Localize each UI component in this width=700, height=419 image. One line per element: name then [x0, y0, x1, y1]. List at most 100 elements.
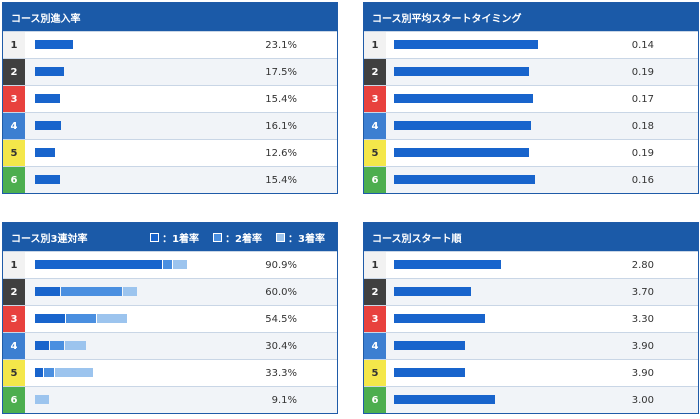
bar-segment-third	[173, 260, 187, 269]
value-label: 0.17	[631, 93, 654, 105]
table-row: 5 0.19	[364, 139, 698, 166]
bar	[394, 314, 485, 323]
bar-segment-second	[66, 314, 96, 323]
lane-number-badge: 1	[364, 32, 386, 58]
lane-number-badge: 5	[3, 360, 25, 386]
rows: 1 2.80 2 3.70 3 3.30 4 3.90 5 3.90 6 3.00	[364, 251, 698, 413]
panel-title: コース別スタート順	[372, 233, 462, 245]
panel-title: コース別進入率	[11, 13, 81, 25]
rows: 1 90.9% 2 60.0% 3 54.5% 4 30.4% 5 33.3% 6 9.1%	[3, 251, 337, 413]
table-row: 4 3.90	[364, 332, 698, 359]
panel-header: コース別スタート順	[364, 223, 698, 251]
bar-track	[35, 387, 229, 413]
table-row: 3 3.30	[364, 305, 698, 332]
bar-track	[394, 86, 594, 112]
lane-number-badge: 6	[3, 167, 25, 193]
table-row: 6 15.4%	[3, 166, 337, 193]
lane-number-badge: 2	[3, 59, 25, 85]
table-row: 4 30.4%	[3, 332, 337, 359]
bar-track	[394, 306, 594, 332]
panel-title: コース別3連対率	[11, 233, 88, 245]
value-label: 3.30	[631, 313, 654, 325]
start-timing-panel: コース別平均スタートタイミング 1 0.14 2 0.19 3 0.17 4 0.18 5 0.1…	[363, 2, 699, 194]
lane-number-badge: 3	[3, 306, 25, 332]
bar-track	[35, 86, 229, 112]
lane-number-badge: 4	[3, 333, 25, 359]
value-label: 9.1%	[271, 394, 297, 406]
bar	[35, 148, 55, 157]
bar-track	[35, 59, 229, 85]
bar	[394, 287, 471, 296]
value-label: 0.18	[631, 120, 654, 132]
bar-track	[394, 59, 594, 85]
bar-segment-second	[163, 260, 172, 269]
lane-number-badge: 2	[364, 279, 386, 305]
lane-number-badge: 4	[364, 113, 386, 139]
table-row: 2 60.0%	[3, 278, 337, 305]
bar	[394, 341, 465, 350]
bar-track	[394, 140, 594, 166]
table-row: 3 0.17	[364, 85, 698, 112]
panel-header: コース別平均スタートタイミング	[364, 3, 698, 31]
bar-track	[394, 252, 594, 278]
bar-segment-third	[97, 314, 127, 323]
legend-swatch-third	[276, 232, 286, 242]
table-row: 2 3.70	[364, 278, 698, 305]
value-label: 0.14	[631, 39, 654, 51]
bar	[35, 121, 61, 130]
bar-track	[394, 113, 594, 139]
legend: ：1着率 ：2着率 ：3着率	[150, 230, 337, 245]
value-label: 0.19	[631, 147, 654, 159]
bar-segment-first	[35, 260, 162, 269]
value-label: 30.4%	[265, 340, 297, 352]
legend-item-second: ：2着率	[213, 230, 262, 245]
lane-number-badge: 6	[364, 167, 386, 193]
legend-label: ：2着率	[225, 233, 263, 245]
lane-number-badge: 3	[3, 86, 25, 112]
bar	[394, 121, 531, 130]
bar	[394, 148, 529, 157]
bar-segment-first	[35, 314, 65, 323]
value-label: 3.90	[631, 340, 654, 352]
bar	[394, 67, 529, 76]
bar-track	[35, 252, 229, 278]
table-row: 6 3.00	[364, 386, 698, 413]
value-label: 90.9%	[265, 259, 297, 271]
lane-number-badge: 4	[364, 333, 386, 359]
value-label: 3.90	[631, 367, 654, 379]
bar-segment-second	[44, 368, 54, 377]
bar-track	[35, 279, 229, 305]
value-label: 0.19	[631, 66, 654, 78]
table-row: 3 54.5%	[3, 305, 337, 332]
bar	[394, 175, 535, 184]
lane-number-badge: 5	[364, 360, 386, 386]
bar	[394, 94, 533, 103]
bar-segment-third	[65, 341, 86, 350]
table-row: 4 0.18	[364, 112, 698, 139]
bar-track	[35, 113, 229, 139]
table-row: 1 90.9%	[3, 251, 337, 278]
table-row: 5 33.3%	[3, 359, 337, 386]
lane-number-badge: 4	[3, 113, 25, 139]
value-label: 3.70	[631, 286, 654, 298]
lane-number-badge: 3	[364, 306, 386, 332]
lane-number-badge: 5	[364, 140, 386, 166]
bar-segment-second	[50, 341, 64, 350]
value-label: 54.5%	[265, 313, 297, 325]
value-label: 15.4%	[265, 93, 297, 105]
panel-header: コース別3連対率 ：1着率 ：2着率 ：3着率	[3, 223, 337, 251]
table-row: 3 15.4%	[3, 85, 337, 112]
bar	[394, 395, 495, 404]
legend-item-first: ：1着率	[150, 230, 199, 245]
lane-number-badge: 6	[364, 387, 386, 413]
bar-track	[35, 140, 229, 166]
top3-rate-panel: コース別3連対率 ：1着率 ：2着率 ：3着率 1 90.9% 2 60.0% 3 54.…	[2, 222, 338, 414]
bar-track	[35, 32, 229, 58]
table-row: 2 17.5%	[3, 58, 337, 85]
value-label: 12.6%	[265, 147, 297, 159]
lane-number-badge: 2	[3, 279, 25, 305]
bar	[35, 175, 60, 184]
bar-track	[35, 167, 229, 193]
bar	[394, 40, 538, 49]
legend-label: ：1着率	[162, 233, 200, 245]
